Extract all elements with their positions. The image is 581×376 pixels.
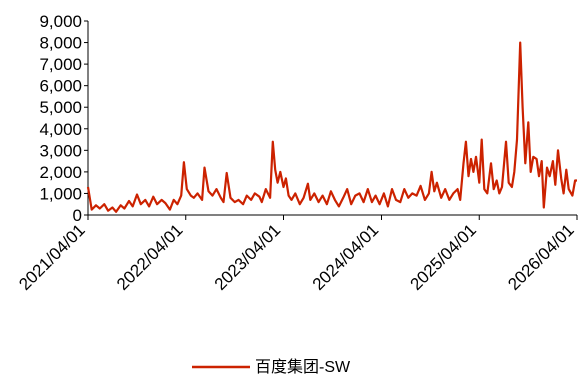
x-tick-label: 2021/04/01	[15, 220, 89, 294]
x-tick-label: 2025/04/01	[406, 220, 480, 294]
y-tick-label: 7,000	[39, 55, 82, 74]
plot-area	[86, 41, 577, 213]
y-tick-label: 1,000	[39, 184, 82, 203]
legend: 百度集团-SW	[192, 358, 351, 376]
y-tick-label: 2,000	[39, 163, 82, 182]
y-tick-label: 5,000	[39, 98, 82, 117]
y-tick-label: 0	[73, 206, 82, 225]
x-tick-label: 2022/04/01	[113, 220, 187, 294]
y-tick-label: 9,000	[39, 12, 82, 31]
x-tick-label: 2023/04/01	[211, 220, 285, 294]
y-tick-label: 3,000	[39, 141, 82, 160]
legend-label: 百度集团-SW	[255, 358, 351, 376]
x-tick-label: 2026/04/01	[504, 220, 578, 294]
y-tick-label: 8,000	[39, 34, 82, 53]
x-tick-label: 2024/04/01	[309, 220, 383, 294]
x-axis: 2021/04/01 2022/04/01 2023/04/01 2024/04/01…	[15, 214, 578, 294]
y-tick-label: 6,000	[39, 77, 82, 96]
series-line	[86, 41, 577, 213]
y-tick-label: 4,000	[39, 120, 82, 139]
y-axis: 0 1,000 2,000 3,000 4,000 5,000 6,000 7,000 8,00…	[39, 12, 89, 225]
